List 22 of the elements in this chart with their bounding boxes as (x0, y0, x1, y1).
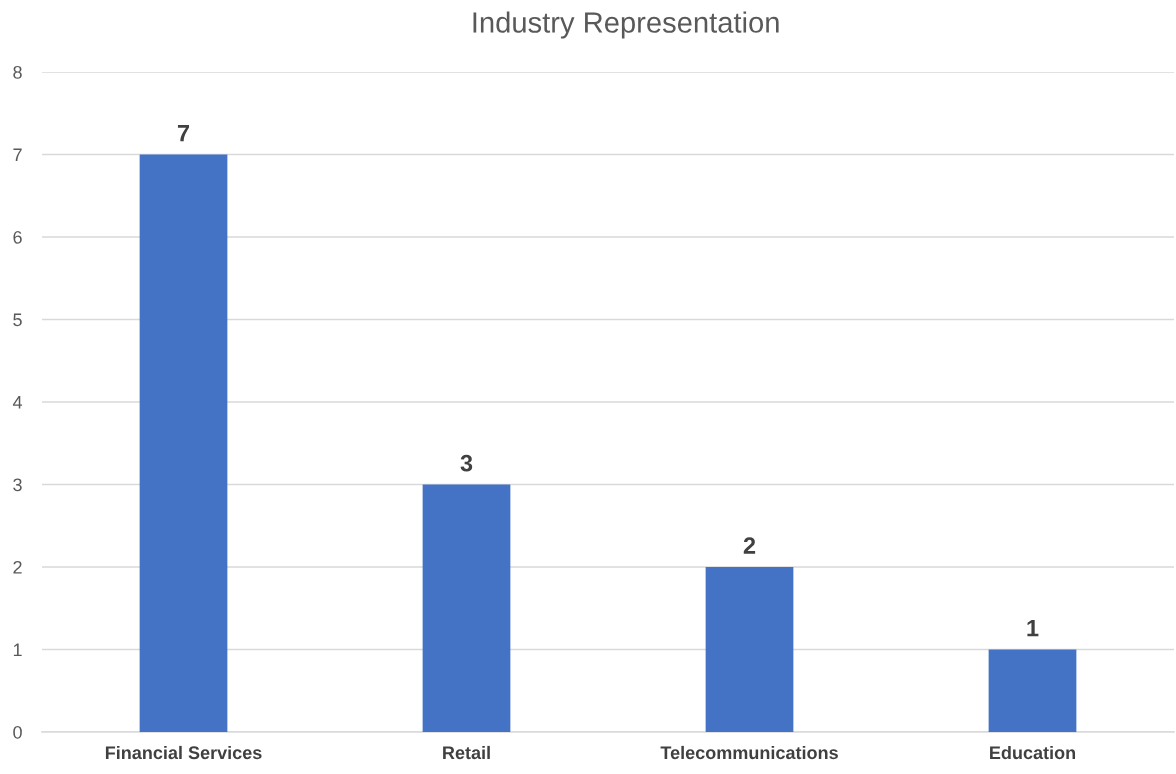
y-tick-label: 6 (13, 230, 22, 244)
data-label: 7 (177, 125, 190, 142)
y-tick-label: 4 (12, 396, 23, 409)
data-label: 3 (460, 454, 473, 472)
bar (988, 649, 1077, 732)
data-label: 1 (1027, 620, 1039, 637)
y-tick-label: 1 (13, 643, 22, 657)
x-tick-label: Education (990, 745, 1076, 760)
bar (705, 567, 794, 732)
y-tick-label: 5 (13, 313, 22, 327)
y-tick-label: 8 (13, 65, 22, 79)
y-tick-label: 2 (13, 560, 22, 574)
y-tick-label: 0 (13, 725, 22, 739)
x-tick-label: Retail (443, 745, 490, 760)
bar (139, 154, 228, 732)
x-tick-label: Financial Services (105, 745, 262, 760)
x-tick-label: Telecommunications (660, 745, 838, 760)
bar (422, 484, 511, 732)
y-tick-label: 7 (13, 148, 22, 162)
chart-title: Industry Representation (473, 11, 779, 39)
y-tick-label: 3 (13, 478, 22, 492)
data-label: 2 (743, 537, 756, 554)
